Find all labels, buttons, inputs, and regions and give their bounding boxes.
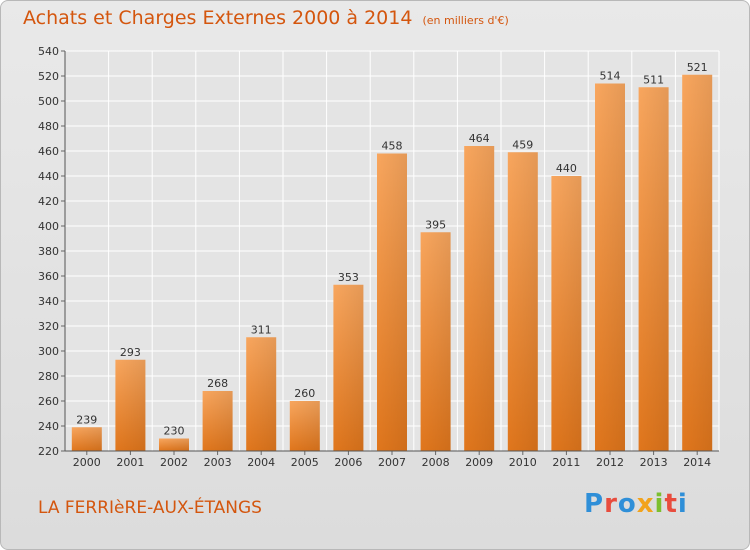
logo-letter: i bbox=[677, 489, 688, 519]
bar-value-label: 514 bbox=[600, 70, 621, 83]
bar-shade bbox=[420, 232, 451, 451]
x-tick-label: 2011 bbox=[552, 456, 580, 469]
y-tick-label: 520 bbox=[38, 70, 59, 83]
x-tick-label: 2004 bbox=[247, 456, 275, 469]
x-tick-label: 2001 bbox=[116, 456, 144, 469]
bar-shade bbox=[551, 176, 582, 451]
bar-shade bbox=[71, 427, 102, 451]
bar-shade bbox=[246, 337, 277, 451]
logo-letter: P bbox=[584, 489, 605, 519]
y-tick-label: 420 bbox=[38, 195, 59, 208]
bar-shade bbox=[682, 74, 713, 451]
y-tick-label: 480 bbox=[38, 120, 59, 133]
x-tick-label: 2014 bbox=[683, 456, 711, 469]
proxiti-logo: Proxiti bbox=[584, 489, 688, 519]
x-tick-label: 2010 bbox=[509, 456, 537, 469]
title-row: Achats et Charges Externes 2000 à 2014 (e… bbox=[23, 7, 509, 29]
x-tick-label: 2000 bbox=[73, 456, 101, 469]
y-tick-label: 260 bbox=[38, 395, 59, 408]
bar-value-label: 353 bbox=[338, 271, 359, 284]
bar-shade bbox=[464, 146, 495, 451]
y-tick-label: 340 bbox=[38, 295, 59, 308]
bar-value-label: 511 bbox=[643, 73, 664, 86]
bar-value-label: 395 bbox=[425, 218, 446, 231]
x-tick-label: 2005 bbox=[291, 456, 319, 469]
commune-name: LA FERRIèRE-AUX-ÉTANGS bbox=[38, 498, 262, 518]
bar-value-label: 293 bbox=[120, 346, 141, 359]
plot-area: 220 240 260 280 300 320 340 360 380 400 420 440 460 4… bbox=[38, 45, 720, 469]
logo-letter: x bbox=[636, 489, 655, 519]
x-tick-label: 2013 bbox=[640, 456, 668, 469]
bar-shade bbox=[595, 83, 625, 451]
bar-shade bbox=[202, 391, 233, 451]
x-tick-label: 2008 bbox=[422, 456, 450, 469]
logo-letter: o bbox=[617, 489, 637, 519]
bar-value-label: 521 bbox=[687, 61, 708, 74]
y-tick-label: 320 bbox=[38, 320, 59, 333]
y-tick-label: 380 bbox=[38, 245, 59, 258]
bar-value-label: 268 bbox=[207, 377, 228, 390]
bar-shade bbox=[289, 401, 320, 451]
x-tick-label: 2003 bbox=[204, 456, 232, 469]
x-tick-label: 2012 bbox=[596, 456, 624, 469]
bar-value-label: 230 bbox=[164, 425, 185, 438]
y-tick-label: 400 bbox=[38, 220, 59, 233]
y-tick-label: 240 bbox=[38, 420, 59, 433]
y-tick-label: 280 bbox=[38, 370, 59, 383]
bar-value-label: 459 bbox=[512, 138, 533, 151]
x-tick-label: 2009 bbox=[465, 456, 493, 469]
bar-value-label: 458 bbox=[382, 140, 403, 153]
bar-value-label: 239 bbox=[76, 413, 97, 426]
bar-shade bbox=[507, 152, 538, 451]
bar-shade bbox=[638, 87, 669, 451]
bar-value-label: 311 bbox=[251, 323, 272, 336]
logo-letter: t bbox=[664, 489, 678, 519]
logo-letter: r bbox=[604, 489, 618, 519]
y-tick-label: 300 bbox=[38, 345, 59, 358]
y-tick-label: 220 bbox=[38, 445, 59, 458]
y-tick-label: 500 bbox=[38, 95, 59, 108]
bar-value-label: 464 bbox=[469, 132, 490, 145]
chart-unit: (en milliers d'€) bbox=[422, 14, 509, 27]
y-tick-label: 440 bbox=[38, 170, 59, 183]
bar-shade bbox=[159, 438, 189, 451]
bar-shade bbox=[377, 153, 407, 451]
bar-shade bbox=[115, 359, 146, 451]
chart-title: Achats et Charges Externes 2000 à 2014 bbox=[23, 7, 413, 29]
bar-value-label: 260 bbox=[294, 387, 315, 400]
x-tick-label: 2007 bbox=[378, 456, 406, 469]
x-tick-label: 2006 bbox=[334, 456, 362, 469]
y-tick-label: 460 bbox=[38, 145, 59, 158]
logo-letter: i bbox=[654, 489, 665, 519]
y-tick-label: 360 bbox=[38, 270, 59, 283]
bar-value-label: 440 bbox=[556, 162, 577, 175]
bar-shade bbox=[333, 284, 364, 451]
y-tick-label: 540 bbox=[38, 45, 59, 58]
x-tick-label: 2002 bbox=[160, 456, 188, 469]
